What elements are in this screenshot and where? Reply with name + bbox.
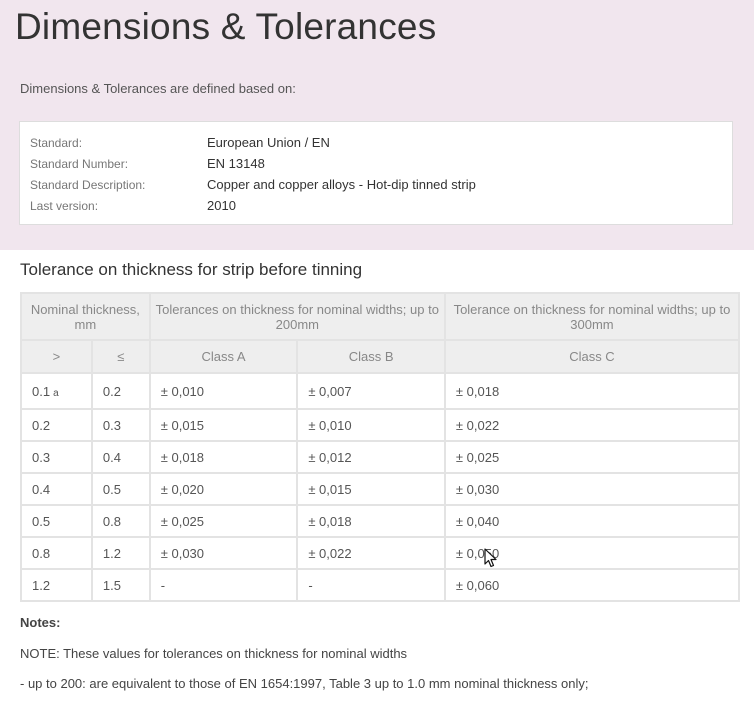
standard-info-box: Standard: European Union / EN Standard N… (19, 121, 733, 225)
cell-class-c: ± 0,030 (443, 472, 741, 506)
note-line: - up to 200: are equivalent to those of … (20, 676, 589, 691)
header-class-b: Class B (296, 339, 446, 374)
last-version-label: Last version: (30, 199, 99, 213)
cell-le: 0.2 (90, 372, 151, 410)
standard-label: Standard: (30, 136, 83, 150)
intro-text: Dimensions & Tolerances are defined base… (20, 81, 296, 96)
cell-gt: 0.2 (20, 408, 93, 442)
cell-class-a: ± 0,020 (148, 472, 299, 506)
standard-description-row: Standard Description: Copper and copper … (20, 175, 732, 196)
cell-gt: 1.2 (20, 568, 93, 602)
header-less-equal: ≤ (90, 339, 151, 374)
mouse-pointer-icon (484, 548, 497, 568)
last-version-row: Last version: 2010 (20, 196, 732, 217)
cell-le: 0.4 (90, 440, 151, 474)
footnote-marker: a (53, 387, 59, 399)
cell-le: 1.5 (90, 568, 151, 602)
cell-gt: 0.1 a (20, 372, 93, 410)
cell-class-a: ± 0,025 (148, 504, 299, 538)
cell-class-b: ± 0,007 (296, 372, 446, 410)
cell-gt: 0.5 (20, 504, 93, 538)
header-greater-than: > (20, 339, 93, 374)
cell-le: 0.5 (90, 472, 151, 506)
cell-class-c: ± 0,018 (443, 372, 741, 410)
cell-class-b: ± 0,018 (296, 504, 446, 538)
header-widths-300: Tolerance on thickness for nominal width… (443, 292, 741, 341)
standard-description-label: Standard Description: (30, 178, 146, 192)
table-row: 1.2 1.5 - - ± 0,060 (20, 568, 741, 602)
tolerance-table: Nominal thickness, mm Tolerances on thic… (20, 292, 741, 602)
table-row: 0.3 0.4 ± 0,018 ± 0,012 ± 0,025 (20, 440, 741, 474)
table-subheader-row: > ≤ Class A Class B Class C (20, 339, 741, 374)
section-title: Tolerance on thickness for strip before … (20, 260, 363, 279)
notes-title: Notes: (20, 615, 61, 630)
cell-class-b: ± 0,022 (296, 536, 446, 570)
cell-class-c: ± 0,060 (443, 568, 741, 602)
standard-description-value: Copper and copper alloys - Hot-dip tinne… (207, 177, 476, 192)
table-row: 0.2 0.3 ± 0,015 ± 0,010 ± 0,022 (20, 408, 741, 442)
note-line: NOTE: These values for tolerances on thi… (20, 646, 408, 661)
cell-class-b: ± 0,012 (296, 440, 446, 474)
page-title: Dimensions & Tolerances (15, 6, 437, 47)
standard-number-label: Standard Number: (30, 157, 129, 171)
cell-class-c: ± 0,022 (443, 408, 741, 442)
table-row: 0.5 0.8 ± 0,025 ± 0,018 ± 0,040 (20, 504, 741, 538)
cell-class-a: ± 0,018 (148, 440, 299, 474)
last-version-value: 2010 (207, 198, 236, 213)
cell-class-b: ± 0,015 (296, 472, 446, 506)
cell-class-a: ± 0,015 (148, 408, 299, 442)
table-row: 0.8 1.2 ± 0,030 ± 0,022 ± 0,050 (20, 536, 741, 570)
standard-number-value: EN 13148 (207, 156, 265, 171)
cell-class-b: ± 0,010 (296, 408, 446, 442)
cell-gt: 0.3 (20, 440, 93, 474)
cell-le: 1.2 (90, 536, 151, 570)
cell-le: 0.3 (90, 408, 151, 442)
header-widths-200: Tolerances on thickness for nominal widt… (148, 292, 446, 341)
header-class-a: Class A (148, 339, 299, 374)
header-nominal-thickness: Nominal thickness, mm (20, 292, 151, 341)
cell-gt-value: 0.1 (32, 383, 51, 399)
cell-class-a: ± 0,010 (148, 372, 299, 410)
cell-class-c: ± 0,040 (443, 504, 741, 538)
cell-gt: 0.4 (20, 472, 93, 506)
table-row: 0.1 a 0.2 ± 0,010 ± 0,007 ± 0,018 (20, 372, 741, 410)
cell-class-c: ± 0,025 (443, 440, 741, 474)
standard-number-row: Standard Number: EN 13148 (20, 154, 732, 175)
cell-class-a: ± 0,030 (148, 536, 299, 570)
table-row: 0.4 0.5 ± 0,020 ± 0,015 ± 0,030 (20, 472, 741, 506)
standard-value: European Union / EN (207, 135, 330, 150)
cell-le: 0.8 (90, 504, 151, 538)
table-header-row: Nominal thickness, mm Tolerances on thic… (20, 292, 741, 341)
cell-gt: 0.8 (20, 536, 93, 570)
cell-class-a: - (148, 568, 299, 602)
cell-class-b: - (296, 568, 446, 602)
header-class-c: Class C (443, 339, 741, 374)
standard-row: Standard: European Union / EN (20, 133, 732, 154)
